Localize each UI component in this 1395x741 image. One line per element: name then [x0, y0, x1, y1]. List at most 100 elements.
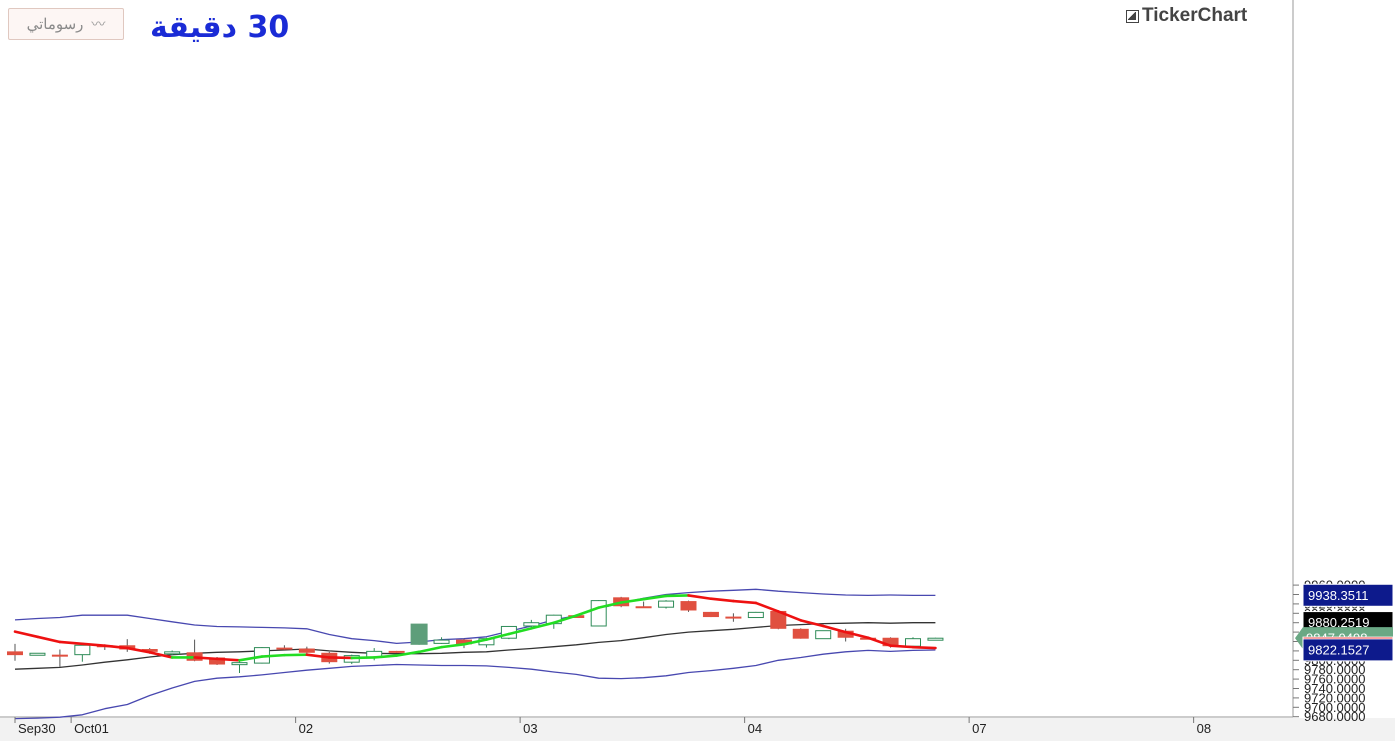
y-tick-label: 9720.0000	[1304, 690, 1365, 705]
y-tick-label: 9700.0000	[1304, 700, 1365, 715]
ma-segment	[866, 636, 892, 648]
ma-segment	[260, 653, 286, 658]
candle	[29, 652, 46, 656]
candle-body	[747, 611, 764, 619]
timeframe-label: 30 دقيقة	[150, 10, 290, 45]
ma-segment	[619, 597, 645, 604]
x-tick-label: 07	[972, 721, 986, 736]
candle	[590, 600, 607, 627]
candle-body	[433, 639, 450, 644]
x-tick-label: Oct01	[74, 721, 109, 736]
ma-segment	[530, 621, 556, 630]
candle-body	[905, 638, 921, 647]
ma-segment	[193, 656, 219, 661]
ma-segment	[58, 640, 84, 646]
value-tag-text: 9822.1527	[1308, 642, 1369, 657]
ma-segment	[103, 644, 129, 650]
candles	[7, 596, 944, 673]
ma-segment	[417, 645, 443, 654]
candle	[747, 611, 764, 619]
candle-body	[388, 650, 405, 653]
candle	[343, 654, 360, 665]
candle-body	[29, 652, 46, 656]
tickerchart-icon	[1126, 9, 1139, 23]
value-tag-upper-band: 9938.3511	[1302, 583, 1394, 607]
x-tick-label: 04	[748, 721, 762, 736]
lower-band-line	[14, 649, 936, 720]
candle	[770, 610, 787, 630]
ma-segment	[776, 610, 803, 622]
moving-average	[13, 594, 937, 662]
candle	[410, 623, 428, 645]
ma-segment	[305, 653, 331, 659]
candle-body	[837, 630, 854, 638]
ma-segment	[215, 657, 241, 662]
candle	[635, 601, 652, 609]
x-tick-label: 02	[299, 721, 313, 736]
ma-segment	[821, 624, 847, 634]
candle-body	[702, 611, 719, 618]
candle-body	[523, 622, 540, 627]
candle-body	[51, 654, 68, 657]
candle	[815, 630, 832, 640]
candle	[51, 649, 68, 667]
candle	[702, 611, 719, 618]
candle	[388, 650, 405, 653]
candle-body	[927, 637, 944, 641]
value-tag-lower-band: 9822.1527	[1302, 638, 1394, 662]
candle	[74, 644, 91, 662]
y-tick-label: 9760.0000	[1304, 672, 1365, 687]
candle	[927, 637, 944, 641]
x-tick-label: Sep30	[18, 721, 56, 736]
candle-body	[680, 601, 697, 611]
candle-body	[815, 630, 832, 640]
candle-body	[276, 647, 293, 650]
candle-body	[725, 616, 742, 619]
ma-segment	[507, 627, 533, 636]
ma-segment	[799, 619, 825, 628]
ma-segment	[889, 644, 915, 649]
ma-segment	[709, 597, 735, 603]
candle-body	[74, 644, 91, 656]
candle	[298, 646, 315, 655]
candle-body	[298, 648, 315, 653]
ma-segment	[238, 655, 264, 662]
ma-segment	[372, 654, 398, 659]
value-tag-bg	[1302, 638, 1394, 662]
my-drawings-button[interactable]: رسوماتي 〰	[8, 8, 124, 40]
ma-segment	[597, 601, 623, 609]
ma-segment	[485, 632, 511, 641]
candle-body	[209, 657, 226, 665]
candle-body	[410, 623, 428, 645]
ma-segment	[462, 638, 488, 646]
value-tag-text: 9938.3511	[1308, 588, 1369, 603]
ma-segment	[574, 606, 601, 617]
candle-body	[792, 628, 809, 639]
brand-logo: TickerChart	[1126, 4, 1247, 28]
ma-segment	[440, 643, 466, 649]
x-tick-label: 08	[1197, 721, 1211, 736]
candle	[7, 643, 23, 661]
upper-band-line	[14, 588, 936, 645]
ma-segment	[148, 651, 174, 659]
x-axis-background	[0, 718, 1395, 741]
candle-body	[231, 662, 248, 666]
candle-body	[456, 639, 472, 645]
value-tags: 9938.35119880.25199847.04989825.90909822…	[1295, 583, 1394, 662]
candle-body	[164, 651, 181, 655]
ma-segment	[642, 594, 668, 601]
y-tick-label: 9680.0000	[1304, 709, 1365, 724]
value-tag-text: 9880.2519	[1308, 615, 1369, 630]
candle-body	[658, 600, 675, 608]
candle-body	[141, 649, 158, 652]
candle	[231, 660, 248, 673]
candle-body	[882, 637, 899, 647]
candle	[658, 600, 675, 609]
ma-segment	[844, 630, 870, 640]
candle	[680, 600, 697, 612]
y-tick-label: 9780.0000	[1304, 662, 1365, 677]
x-tick-label: 03	[523, 721, 537, 736]
